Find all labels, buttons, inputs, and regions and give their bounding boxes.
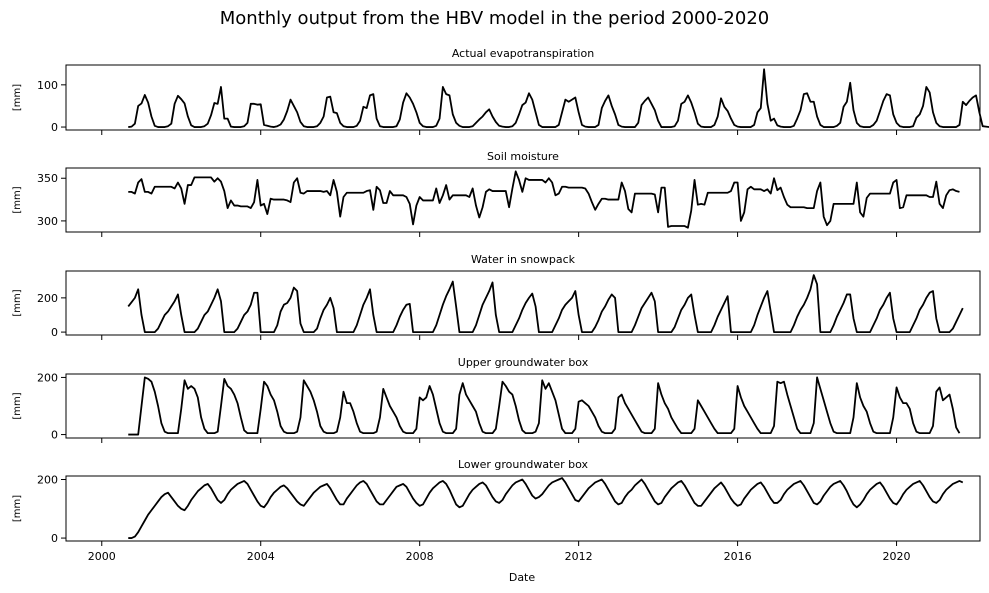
axes-frame <box>65 167 981 233</box>
y-tick-label: 0 <box>51 429 58 442</box>
subplot: Water in snowpack [mm] 0 200 <box>12 253 981 340</box>
y-tick-label: 350 <box>37 172 58 185</box>
y-tick-label: 0 <box>51 532 58 545</box>
axes-frame <box>65 475 981 542</box>
y-axis-label: [mm] <box>12 289 23 316</box>
y-tick-label: 200 <box>37 474 58 487</box>
subplot-title: Upper groundwater box <box>458 356 589 369</box>
x-tick-label: 2012 <box>565 550 593 563</box>
y-tick-label: 200 <box>37 292 58 305</box>
subplot-title: Actual evapotranspiration <box>452 47 594 60</box>
y-tick-label: 0 <box>51 326 58 339</box>
series-line <box>128 477 964 539</box>
series-line <box>127 274 964 333</box>
subplot-title: Lower groundwater box <box>458 458 589 471</box>
subplot-title: Water in snowpack <box>471 253 576 266</box>
x-axis-label: Date <box>509 571 536 584</box>
x-tick-label: 2008 <box>406 550 434 563</box>
y-tick-label: 200 <box>37 371 58 384</box>
series-line <box>128 68 989 128</box>
subplot-title: Soil moisture <box>487 150 559 163</box>
x-tick-label: 2004 <box>247 550 275 563</box>
x-tick-label: 2000 <box>88 550 116 563</box>
y-axis-label: [mm] <box>12 186 23 213</box>
axes-frame <box>65 270 981 336</box>
subplot: Lower groundwater box [mm] 0 200 2000 2004 200… <box>12 458 981 563</box>
axes-frame <box>65 373 981 439</box>
subplot: Soil moisture [mm] 300 350 <box>12 150 981 237</box>
subplot-stack: Actual evapotranspiration [mm] 0 100 Soil mo… <box>12 47 989 563</box>
axes-frame <box>65 64 981 131</box>
x-tick-label: 2016 <box>724 550 752 563</box>
y-axis-label: [mm] <box>12 495 23 522</box>
series-line <box>128 376 961 436</box>
y-tick-label: 0 <box>51 121 58 134</box>
figure-title: Monthly output from the HBV model in the… <box>220 8 769 29</box>
y-tick-label: 300 <box>37 215 58 228</box>
y-axis-label: [mm] <box>12 392 23 419</box>
x-tick-label: 2020 <box>883 550 911 563</box>
subplot: Actual evapotranspiration [mm] 0 100 <box>12 47 989 135</box>
series-line <box>128 170 960 229</box>
subplot: Upper groundwater box [mm] 0 200 <box>12 356 981 443</box>
y-tick-label: 100 <box>37 79 58 92</box>
y-axis-label: [mm] <box>12 84 23 111</box>
